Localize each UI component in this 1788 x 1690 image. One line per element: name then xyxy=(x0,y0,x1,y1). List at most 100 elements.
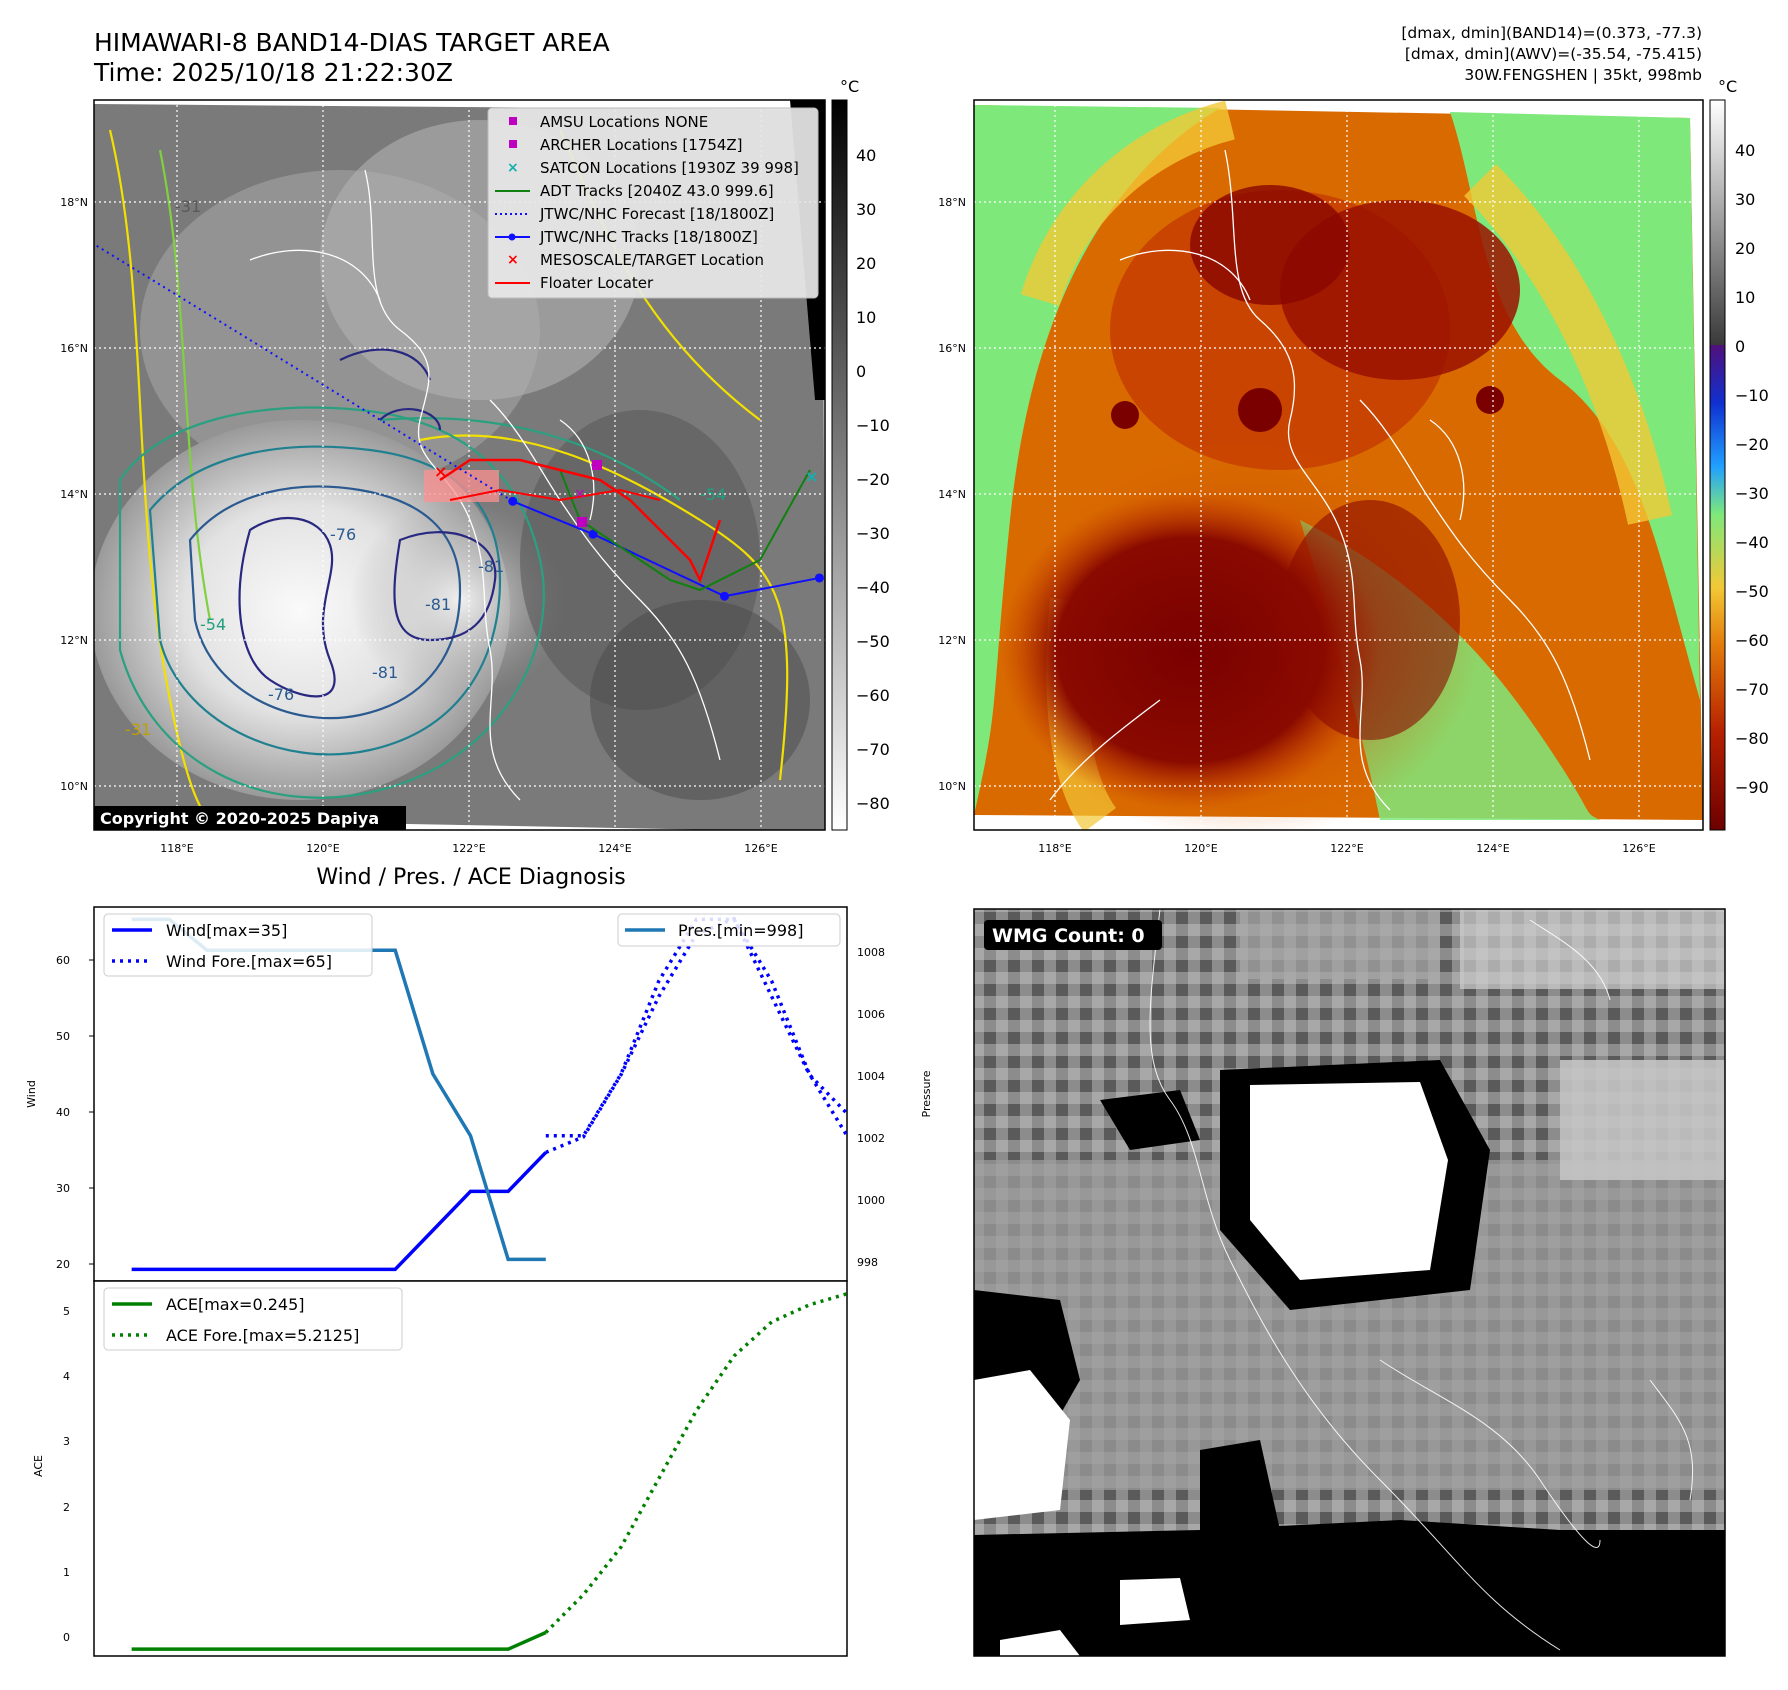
awv-lat-tick: 14°N xyxy=(938,488,966,501)
jtwc-track-point xyxy=(814,573,824,583)
contour-label: -31 xyxy=(175,197,201,216)
ir-cb-tick: −50 xyxy=(856,632,890,651)
awv-lon-tick: 126°E xyxy=(1622,842,1655,855)
awv-colorbar-bottom xyxy=(1710,345,1725,830)
wind-tick: 40 xyxy=(56,1106,70,1119)
ace-ylabel: ACE xyxy=(32,1455,45,1477)
awv-cb-tick: −10 xyxy=(1735,386,1769,405)
info-line3: 30W.FENGSHEN | 35kt, 998mb xyxy=(1464,66,1702,84)
contour-label: -54 xyxy=(200,615,226,634)
ace-fore-legend-label: ACE Fore.[max=5.2125] xyxy=(166,1326,359,1345)
contour-label: -81 xyxy=(478,557,504,576)
legend-amsu-marker xyxy=(509,117,517,125)
contour-label: -54 xyxy=(700,485,726,504)
ir-lon-tick: 120°E xyxy=(306,842,339,855)
awv-panel-border xyxy=(973,99,1704,831)
ace-tick: 1 xyxy=(63,1566,70,1579)
diagnosis-panel: Wind / Pres. / ACE Diagnosis 60 50 40 30… xyxy=(25,865,933,1657)
wmg-label: WMG Count: 0 xyxy=(992,925,1145,947)
wmg-eye xyxy=(1250,1082,1448,1280)
awv-colorbar-border xyxy=(1709,99,1726,831)
ir-lon-tick: 126°E xyxy=(744,842,777,855)
legend-tracks-dot xyxy=(508,233,516,241)
legend-target-marker: × xyxy=(507,252,519,268)
diagnosis-title: Wind / Pres. / ACE Diagnosis xyxy=(316,865,625,890)
wmg-dark-region xyxy=(974,1520,1725,1656)
ir-lon-tick: 122°E xyxy=(452,842,485,855)
ir-legend-box xyxy=(487,107,819,299)
awv-cb-tick: 20 xyxy=(1735,239,1755,258)
ir-cb-tick: 10 xyxy=(856,308,876,327)
wind-tick-marks xyxy=(89,959,94,1265)
awv-colorbar-ticks: 40 30 20 10 0 −10 −20 −30 −40 −50 −60 −7… xyxy=(1735,141,1769,797)
awv-cb-tick: 10 xyxy=(1735,288,1755,307)
wind-ylabel: Wind xyxy=(25,1080,38,1108)
awv-cb-tick: −70 xyxy=(1735,680,1769,699)
legend-archer-label: ARCHER Locations [1754Z] xyxy=(540,136,743,154)
ir-cb-tick: 40 xyxy=(856,146,876,165)
pres-tick: 1008 xyxy=(857,946,885,959)
contour-label: -81 xyxy=(372,663,398,682)
legend-adt-label: ADT Tracks [2040Z 43.0 999.6] xyxy=(540,182,774,200)
wind-fore-legend-label: Wind Fore.[max=65] xyxy=(166,952,332,971)
wind-legend-label: Wind[max=35] xyxy=(166,921,287,940)
ir-tracks xyxy=(96,244,824,601)
legend-archer-marker xyxy=(509,140,517,148)
target-marker: × xyxy=(434,462,447,481)
pres-tick: 1000 xyxy=(857,1194,885,1207)
copyright-text: Copyright © 2020-2025 Dapiya xyxy=(100,809,379,828)
wind-tick: 50 xyxy=(56,1030,70,1043)
awv-panel: 118°E 120°E 122°E 124°E 126°E 18°N 16°N … xyxy=(938,77,1769,855)
jtwc-track-point xyxy=(588,529,598,539)
ir-cb-tick: −30 xyxy=(856,524,890,543)
awv-colorbar-unit: °C xyxy=(1718,77,1737,96)
awv-core xyxy=(1000,490,1380,810)
ir-cb-tick: 20 xyxy=(856,254,876,273)
copyright-box xyxy=(94,806,406,830)
legend-target-label: MESOSCALE/TARGET Location xyxy=(540,251,764,269)
ir-cb-tick: −20 xyxy=(856,470,890,489)
ace-series xyxy=(131,1292,848,1651)
ir-lat-tick: 10°N xyxy=(60,780,88,793)
ir-lon-tick: 118°E xyxy=(160,842,193,855)
awv-cb-tick: −50 xyxy=(1735,582,1769,601)
awv-lat-tick: 12°N xyxy=(938,634,966,647)
ace-tick: 2 xyxy=(63,1501,70,1514)
wmg-panel: WMG Count: 0 xyxy=(973,908,1726,1657)
awv-cb-tick: −40 xyxy=(1735,533,1769,552)
ir-lat-tick: 12°N xyxy=(60,634,88,647)
wind-tick: 60 xyxy=(56,954,70,967)
ir-colorbar xyxy=(831,99,848,831)
awv-cb-tick: −90 xyxy=(1735,778,1769,797)
legend-forecast-label: JTWC/NHC Forecast [18/1800Z] xyxy=(539,205,774,223)
ir-cb-tick: 30 xyxy=(856,200,876,219)
satcon-marker: × xyxy=(805,467,818,486)
awv-lon-tick: 124°E xyxy=(1476,842,1509,855)
contour-label: -76 xyxy=(330,525,356,544)
pres-tick: 1006 xyxy=(857,1008,885,1021)
pres-ticks: 1008 1006 1004 1002 1000 998 xyxy=(857,946,885,1269)
ir-lat-tick: 18°N xyxy=(60,196,88,209)
legend-satcon-label: SATCON Locations [1930Z 39 998] xyxy=(540,159,799,177)
ace-series-0 xyxy=(131,1630,547,1651)
wmg-label-box xyxy=(984,920,1162,950)
pres-legend-label: Pres.[min=998] xyxy=(678,921,803,940)
contour-label: -31 xyxy=(125,720,151,739)
jtwc-track-point xyxy=(508,496,518,506)
pres-tick: 1004 xyxy=(857,1070,885,1083)
awv-lon-tick: 120°E xyxy=(1184,842,1217,855)
ace-ticks: 5 4 3 2 1 0 xyxy=(63,1305,70,1644)
ir-panel: -31 -54 -76 -81 -81 -81 -76 -54 -31 × xyxy=(60,77,890,855)
ir-cb-tick: −80 xyxy=(856,794,890,813)
pres-legend-box xyxy=(617,913,841,947)
ace-tick: 4 xyxy=(63,1370,70,1383)
ace-series-1 xyxy=(544,1292,848,1634)
ace-tick: 5 xyxy=(63,1305,70,1318)
archer-marker xyxy=(592,460,602,470)
ir-cb-tick: −10 xyxy=(856,416,890,435)
wind-ticks: 60 50 40 30 20 xyxy=(56,954,70,1271)
ir-lat-tick: 16°N xyxy=(60,342,88,355)
ir-legend: AMSU Locations NONE ARCHER Locations [17… xyxy=(487,107,819,299)
floater-track-2 xyxy=(449,488,661,502)
pres-tick: 998 xyxy=(857,1256,878,1269)
